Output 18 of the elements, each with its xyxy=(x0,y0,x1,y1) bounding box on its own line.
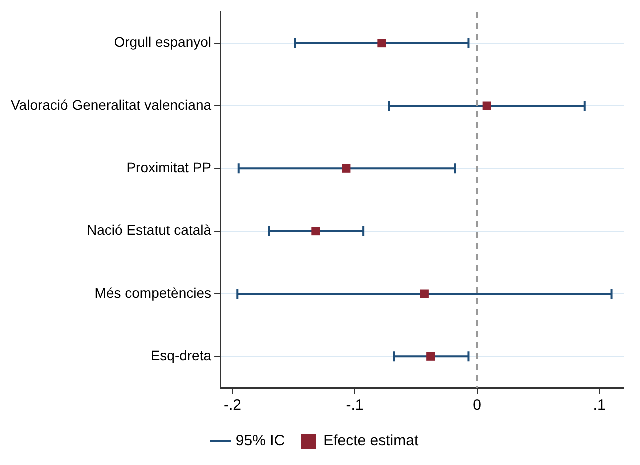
text: 95% IC xyxy=(236,432,286,450)
legend-label: Efecte estimat xyxy=(324,432,420,450)
point xyxy=(378,39,386,48)
point xyxy=(482,102,492,110)
y-tick-label: Nació Estatut català xyxy=(87,222,212,238)
x-tick-label: -.1 xyxy=(346,397,364,414)
x-tick-label: .1 xyxy=(593,397,606,414)
y-tick-label: Valoració Generalitat valenciana xyxy=(10,96,212,113)
x-tick-label: -.2 xyxy=(224,397,242,414)
point xyxy=(420,290,429,298)
y-tick-label: Proximitat PP xyxy=(126,160,212,176)
point xyxy=(426,352,436,361)
point xyxy=(312,227,320,236)
y-tick-label: Orgull espanyol xyxy=(114,34,212,50)
point xyxy=(342,164,351,173)
y-tick-label: Més competències xyxy=(94,284,212,301)
y-tick-label: Esq-dreta xyxy=(150,348,212,364)
x-tick-label: 0 xyxy=(473,397,482,414)
